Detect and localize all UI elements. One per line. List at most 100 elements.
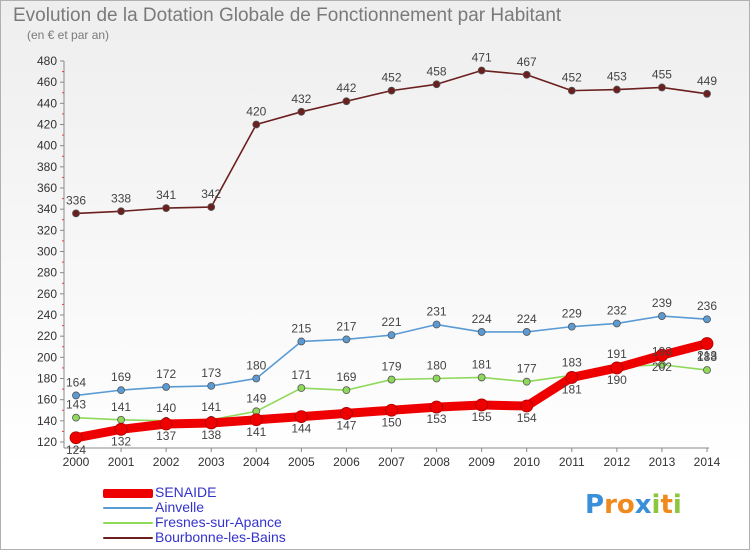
data-label: 179 <box>381 360 401 374</box>
data-point <box>565 371 579 384</box>
x-tick-label: 2005 <box>288 455 315 469</box>
data-point <box>252 374 261 383</box>
data-point <box>475 398 489 412</box>
data-point <box>207 382 216 390</box>
data-label: 336 <box>66 193 86 207</box>
data-label: 452 <box>381 71 401 85</box>
logo-letter: t <box>660 490 673 520</box>
chart-title: Evolution de la Dotation Globale de Fonc… <box>13 5 562 26</box>
data-point <box>522 328 531 336</box>
data-label: 202 <box>652 360 672 374</box>
y-tick-label: 200 <box>37 350 57 364</box>
data-point <box>387 331 396 340</box>
data-point <box>658 83 666 92</box>
data-label: 229 <box>562 307 582 321</box>
data-point <box>703 315 711 324</box>
data-label: 132 <box>111 434 131 448</box>
data-label: 215 <box>291 321 311 335</box>
data-label: 141 <box>201 400 221 414</box>
data-point <box>72 391 80 400</box>
data-label: 232 <box>607 303 627 317</box>
data-point <box>207 203 216 211</box>
logo-letter: r <box>604 490 617 520</box>
data-label: 190 <box>607 373 627 387</box>
x-tick-label: 2001 <box>108 455 135 469</box>
y-tick-label: 380 <box>37 160 57 174</box>
data-label: 432 <box>291 92 311 106</box>
data-label: 180 <box>246 359 266 373</box>
legend-item: Fresnes-sur-Apance <box>103 514 363 530</box>
data-point <box>567 322 576 331</box>
y-tick-label: 340 <box>37 202 57 216</box>
data-label: 224 <box>472 312 492 326</box>
data-label: 169 <box>111 370 131 384</box>
data-label: 183 <box>562 355 582 369</box>
data-label: 455 <box>652 67 672 81</box>
data-point <box>342 97 351 106</box>
data-label: 224 <box>517 312 537 326</box>
legend-swatch <box>103 489 153 498</box>
data-label: 177 <box>517 362 537 376</box>
data-label: 236 <box>697 299 717 313</box>
data-point <box>522 377 531 386</box>
x-tick-label: 2006 <box>333 455 360 469</box>
chart-legend: SENAIDE Ainvelle Fresnes-sur-Apance Bourbon… <box>103 484 363 545</box>
data-point <box>655 348 669 362</box>
data-point <box>117 207 125 216</box>
data-label: 453 <box>607 70 627 84</box>
logo-letter: x <box>634 490 652 520</box>
data-point <box>72 413 80 422</box>
data-label: 338 <box>111 191 131 205</box>
x-tick-label: 2011 <box>559 455 585 469</box>
y-tick-label: 220 <box>37 329 57 343</box>
data-label: 164 <box>66 375 86 389</box>
x-tick-label: 2012 <box>604 455 631 469</box>
data-point <box>204 416 218 430</box>
data-point <box>162 383 171 391</box>
data-point <box>477 328 486 336</box>
y-tick-label: 400 <box>37 139 57 153</box>
data-point <box>340 407 353 420</box>
data-point <box>249 413 263 427</box>
y-tick-label: 240 <box>37 308 57 322</box>
y-tick-label: 140 <box>37 414 57 428</box>
legend-item: SENAIDE <box>103 484 363 500</box>
x-tick-label: 2010 <box>513 455 540 469</box>
data-point <box>117 386 125 395</box>
data-label: 342 <box>201 187 221 201</box>
data-label: 141 <box>111 400 131 414</box>
data-point <box>658 312 666 320</box>
data-point <box>522 70 531 79</box>
data-label: 155 <box>472 410 492 424</box>
data-point <box>477 66 486 75</box>
data-label: 143 <box>66 398 86 412</box>
legend-swatch <box>103 507 153 509</box>
data-label: 169 <box>336 370 356 384</box>
data-point <box>387 375 396 384</box>
x-tick-label: 2008 <box>423 455 450 469</box>
data-label: 137 <box>156 429 176 443</box>
x-tick-label: 2007 <box>378 455 405 469</box>
y-tick-label: 480 <box>37 54 57 68</box>
data-point <box>432 374 441 383</box>
data-label: 191 <box>607 347 627 361</box>
data-point <box>385 403 398 417</box>
data-point <box>520 399 534 413</box>
y-tick-label: 320 <box>37 223 57 237</box>
data-label: 154 <box>517 411 537 425</box>
logo-letter: o <box>616 490 635 520</box>
data-point <box>700 337 714 350</box>
data-point <box>162 204 171 213</box>
legend-swatch <box>103 537 153 539</box>
y-tick-label: 420 <box>37 118 57 132</box>
data-label: 341 <box>156 188 176 202</box>
data-label: 153 <box>427 412 447 426</box>
legend-swatch <box>103 522 153 524</box>
data-label: 213 <box>697 349 717 363</box>
legend-item: Bourbonne-les-Bains <box>103 529 363 545</box>
y-tick-label: 260 <box>37 287 57 301</box>
data-label: 193 <box>652 345 672 359</box>
data-point <box>703 366 711 374</box>
data-point <box>72 209 80 218</box>
y-tick-label: 440 <box>37 96 57 110</box>
